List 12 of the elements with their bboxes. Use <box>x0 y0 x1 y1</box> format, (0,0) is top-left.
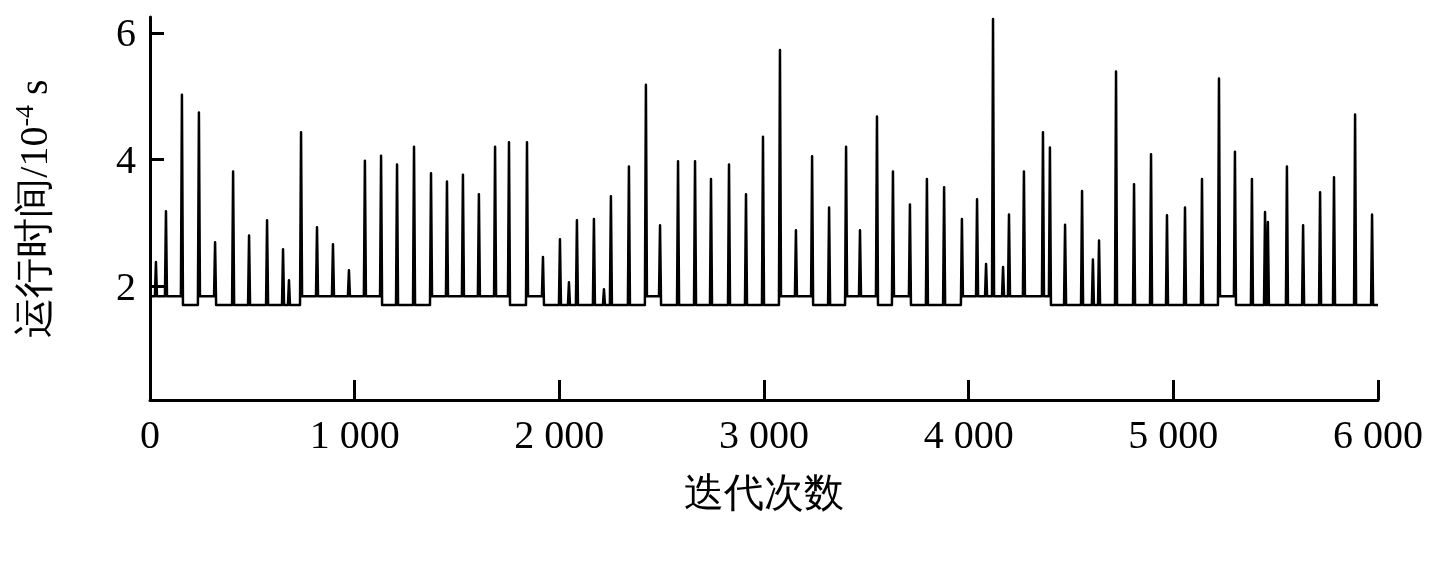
y-axis-title: 运行时间/10-4 s <box>9 79 56 338</box>
x-tick-label: 4 000 <box>923 411 1014 457</box>
x-tick-label: 6 000 <box>1333 411 1423 457</box>
x-tick-label: 3 000 <box>719 411 809 457</box>
x-tick-label: 1 000 <box>309 411 400 457</box>
y-tick-label: 6 <box>116 10 136 56</box>
x-tick-label: 5 000 <box>1128 411 1219 457</box>
x-tick-label: 2 000 <box>514 411 605 457</box>
y-tick-label: 2 <box>116 263 136 309</box>
x-axis-title: 迭代次数 <box>684 469 844 515</box>
y-tick-label: 4 <box>116 136 136 182</box>
x-tick-label: 0 <box>140 411 160 457</box>
